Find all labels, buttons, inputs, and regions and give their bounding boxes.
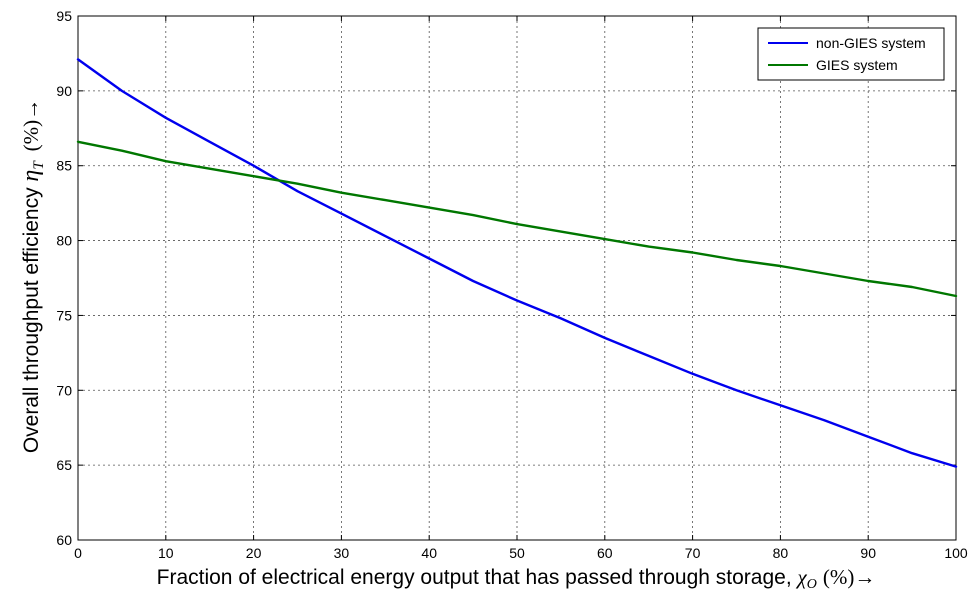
y-tick-label: 65 — [56, 457, 72, 473]
legend-box — [757, 27, 945, 81]
x-tick-label: 90 — [860, 545, 876, 561]
x-axis-ticks: 0 10 20 30 40 50 60 70 80 90 100 — [74, 16, 968, 561]
legend: non-GIES system GIES system — [757, 27, 945, 81]
x-tick-label: 100 — [944, 545, 968, 561]
x-tick-label: 40 — [421, 545, 437, 561]
y-tick-label: 75 — [56, 307, 72, 323]
x-tick-label: 30 — [334, 545, 350, 561]
x-tick-label: 50 — [509, 545, 525, 561]
x-tick-label: 60 — [597, 545, 613, 561]
y-axis-symbol: η — [18, 170, 44, 182]
x-axis-label: Fraction of electrical energy output tha… — [157, 566, 792, 589]
y-tick-label: 80 — [56, 233, 72, 249]
series-line-gies — [76, 140, 958, 298]
x-axis-unit: (%)→ — [823, 565, 875, 589]
legend-label-non-gies: non-GIES system — [816, 35, 926, 51]
grid-lines — [78, 16, 956, 540]
y-tick-label: 90 — [56, 83, 72, 99]
y-tick-label: 95 — [56, 8, 72, 24]
x-tick-label: 80 — [773, 545, 789, 561]
y-axis-ticks: 60 65 70 75 80 85 90 95 — [56, 8, 956, 548]
x-tick-label: 70 — [685, 545, 701, 561]
x-axis-subscript: O — [807, 577, 817, 592]
y-tick-label: 60 — [56, 532, 72, 548]
y-axis-label: Overall throughput efficiency — [20, 187, 43, 453]
y-tick-label: 85 — [56, 158, 72, 174]
x-tick-label: 0 — [74, 545, 82, 561]
x-axis-symbol: χ — [796, 565, 808, 589]
series-line-non-gies — [76, 58, 958, 468]
series-layer — [76, 58, 958, 468]
x-axis-title: Fraction of electrical energy output tha… — [157, 565, 876, 592]
x-tick-label: 20 — [246, 545, 262, 561]
y-axis-title: Overall throughput efficiency ηT (%)→ — [18, 99, 47, 453]
x-tick-label: 10 — [158, 545, 174, 561]
y-axis-subscript: T — [31, 160, 47, 170]
y-axis-unit: (%)→ — [19, 99, 43, 151]
y-tick-label: 70 — [56, 382, 72, 398]
legend-label-gies: GIES system — [816, 57, 898, 73]
